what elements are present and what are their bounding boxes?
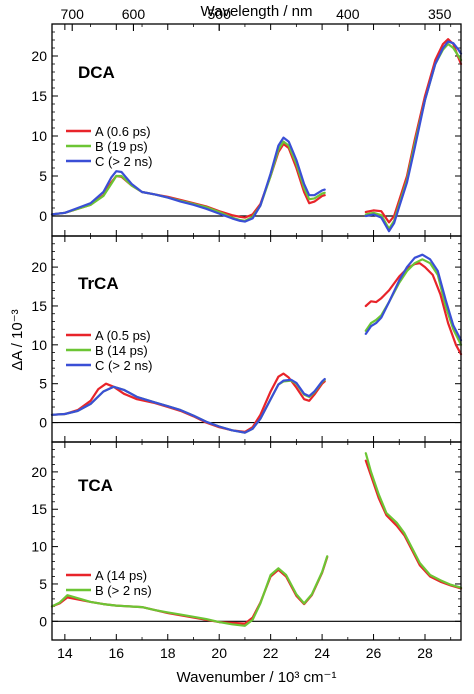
x-tick-label: 28 <box>417 645 433 661</box>
tca-series-a-line <box>50 556 329 625</box>
x-axis-title: Wavenumber / 10³ cm⁻¹ <box>177 669 337 686</box>
trca-legend-label-c: C (> 2 ns) <box>95 358 152 373</box>
tca-legend-label-b: B (> 2 ns) <box>95 583 152 598</box>
trca-y-tick-label: 10 <box>31 337 47 353</box>
trca-series-c-line <box>364 253 463 342</box>
trca-series-b-line <box>364 258 463 346</box>
tca-y-tick-label: 5 <box>39 576 47 592</box>
dca-y-tick-label: 15 <box>31 88 47 104</box>
x-tick-label: 24 <box>314 645 330 661</box>
tca-y-tick-label: 20 <box>31 464 47 480</box>
x-tick-label: 26 <box>366 645 382 661</box>
top-tick-label: 700 <box>61 6 85 22</box>
tca-series-b-line <box>50 555 329 627</box>
top-tick-label: 350 <box>428 6 452 22</box>
top-tick-label: 500 <box>208 6 232 22</box>
dca-legend-label-a: A (0.6 ps) <box>95 124 151 139</box>
x-tick-label: 16 <box>109 645 125 661</box>
x-tick-label: 14 <box>57 645 73 661</box>
trca-y-tick-label: 20 <box>31 259 47 275</box>
trca-panel-title: TrCA <box>78 274 119 293</box>
x-tick-label: 20 <box>211 645 227 661</box>
trca-y-tick-label: 0 <box>39 415 47 431</box>
dca-y-tick-label: 10 <box>31 128 47 144</box>
top-tick-label: 600 <box>122 6 146 22</box>
dca-y-tick-label: 20 <box>31 48 47 64</box>
tca-y-tick-label: 0 <box>39 613 47 629</box>
dca-legend-label-c: C (> 2 ns) <box>95 154 152 169</box>
tca-panel-title: TCA <box>78 476 113 495</box>
x-tick-label: 22 <box>263 645 279 661</box>
trca-y-tick-label: 15 <box>31 298 47 314</box>
dca-y-tick-label: 0 <box>39 208 47 224</box>
dca-panel-title: DCA <box>78 63 115 82</box>
tca-y-tick-label: 15 <box>31 501 47 517</box>
trca-y-tick-label: 5 <box>39 376 47 392</box>
tca-series-b-line <box>364 452 463 589</box>
dca-series-c-line <box>364 40 463 233</box>
y-axis-title: ΔA / 10⁻³ <box>9 309 26 370</box>
tca-panel-frame <box>51 441 462 641</box>
trca-series-c-line <box>50 377 326 434</box>
dca-y-tick-label: 5 <box>39 168 47 184</box>
tca-legend-label-a: A (14 ps) <box>95 568 147 583</box>
top-tick-label: 400 <box>336 6 360 22</box>
tca-y-tick-label: 10 <box>31 539 47 555</box>
dca-series-b-line <box>364 42 463 230</box>
trca-legend-label-a: A (0.5 ps) <box>95 328 151 343</box>
x-tick-label: 18 <box>160 645 176 661</box>
dca-series-c-line <box>50 136 326 223</box>
dca-series-a-line <box>364 38 463 224</box>
dca-series-a-line <box>50 142 326 219</box>
dca-series-b-line <box>50 140 326 222</box>
dca-legend-label-b: B (19 ps) <box>95 139 148 154</box>
top-axis-title: Wavelength / nm <box>201 3 313 20</box>
trca-series-b-line <box>50 378 326 434</box>
trca-legend-label-b: B (14 ps) <box>95 343 148 358</box>
tca-series-a-line <box>364 459 463 590</box>
